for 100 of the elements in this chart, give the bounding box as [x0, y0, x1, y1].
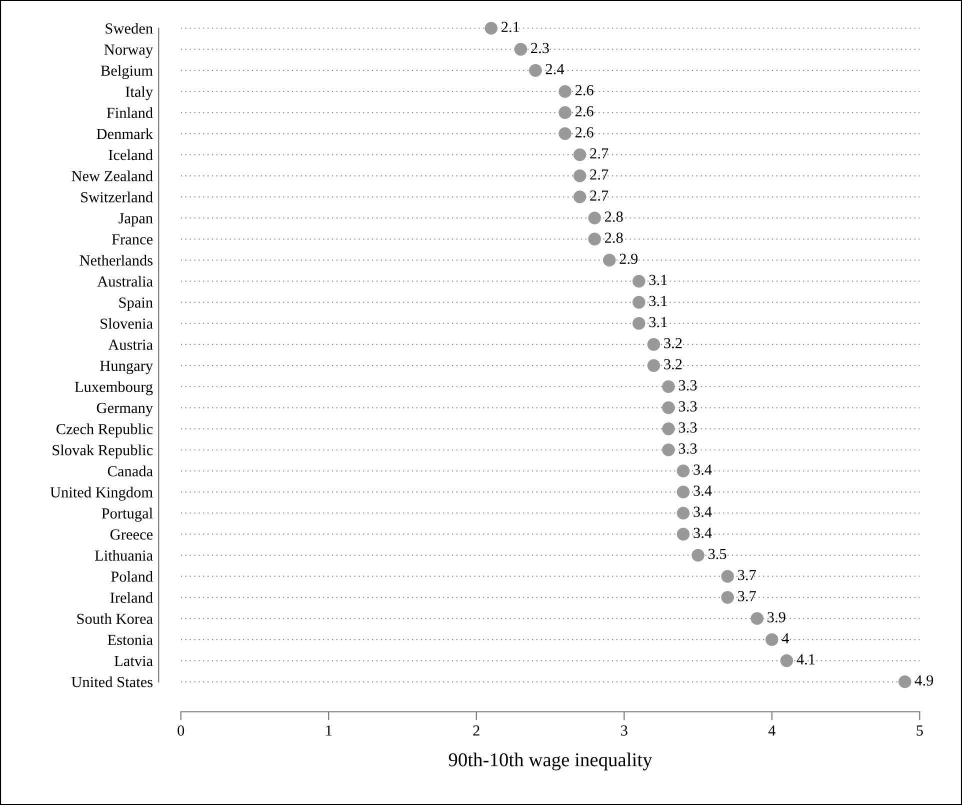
y-tick-label: Slovenia	[100, 318, 153, 329]
data-label: 3.3	[678, 401, 697, 412]
y-tick-label: Denmark	[96, 128, 154, 140]
y-tick-label: Canada	[108, 466, 153, 476]
point	[766, 633, 778, 646]
data-label: 2.4	[546, 64, 564, 74]
y-tick-label: Luxembourg	[74, 381, 153, 396]
x-tick-label: 0	[178, 725, 184, 736]
y-tick-label: South Korea	[77, 613, 153, 624]
y-tick-label: Czech Republic	[56, 423, 153, 438]
point	[676, 528, 690, 541]
y-tick-label: Estonia	[108, 634, 153, 646]
x-tick-label: 5	[916, 726, 923, 736]
data-label: 3.1	[649, 274, 667, 286]
point	[721, 570, 734, 583]
data-label: 2.6	[575, 106, 594, 116]
data-label: 2.9	[620, 254, 638, 264]
point	[484, 22, 498, 35]
y-tick-label: France	[112, 234, 153, 245]
point	[602, 254, 616, 267]
data-label: 2.7	[590, 169, 608, 180]
y-tick-label: Italy	[126, 86, 154, 100]
y-tick-label: Japan	[118, 213, 153, 227]
point	[632, 274, 646, 288]
data-label: 2.7	[590, 148, 608, 159]
data-label: 3.4	[694, 506, 712, 518]
y-tick-label: Sweden	[106, 22, 153, 34]
data-label: 3.1	[649, 316, 667, 328]
point	[662, 422, 675, 436]
data-label: 3.7	[738, 570, 756, 580]
data-label: 2.1	[502, 22, 520, 32]
x-tick-label: 1	[326, 725, 332, 736]
point	[632, 316, 646, 330]
point	[573, 148, 586, 162]
point	[647, 338, 660, 351]
point	[632, 296, 646, 309]
data-label: 4.9	[914, 675, 934, 686]
point	[588, 232, 601, 246]
y-tick-label: Australia	[97, 276, 153, 287]
point	[514, 42, 528, 56]
point	[558, 106, 572, 119]
y-tick-label: United States	[72, 676, 153, 688]
data-label: 4	[782, 633, 790, 644]
y-tick-label: Germany	[96, 402, 154, 416]
point	[721, 591, 734, 604]
data-label: 3.4	[694, 486, 712, 496]
data-label: 4.1	[796, 654, 815, 665]
y-tick-label: New Zealand	[72, 170, 153, 182]
y-tick-label: Spain	[119, 297, 153, 311]
x-tick-label: 3	[621, 725, 628, 736]
point	[780, 654, 794, 668]
point	[750, 612, 764, 625]
y-tick-label: Portugal	[102, 508, 153, 522]
y-tick-label: Belgium	[100, 65, 153, 80]
point	[588, 212, 601, 224]
point	[676, 486, 690, 498]
data-label: 3.3	[678, 443, 697, 454]
point	[662, 443, 675, 456]
data-label: 3.3	[678, 380, 697, 391]
data-label: 2.3	[531, 42, 549, 54]
y-tick-label: Slovak Republic	[52, 444, 153, 458]
y-tick-label: Austria	[108, 340, 153, 350]
point	[676, 506, 690, 520]
data-label: 3.1	[649, 296, 667, 306]
point	[692, 548, 704, 562]
y-tick-label: Hungary	[100, 360, 154, 374]
point	[662, 401, 675, 414]
point	[676, 464, 690, 478]
data-label: 3.3	[678, 422, 697, 433]
y-tick-label: Greece	[110, 529, 153, 540]
point	[647, 359, 660, 372]
x-axis-title: 90th-10th wage inequality	[448, 752, 652, 770]
point	[529, 64, 542, 77]
point	[573, 169, 586, 182]
data-label: 3.7	[738, 590, 756, 602]
data-label: 3.2	[664, 338, 682, 348]
x-tick-label: 4	[768, 725, 776, 736]
data-label: 2.8	[604, 232, 623, 243]
data-label: 2.8	[604, 211, 623, 222]
point	[662, 380, 675, 394]
data-label: 2.6	[575, 127, 594, 138]
point	[558, 85, 572, 98]
data-label: 3.9	[768, 612, 786, 622]
y-tick-label: Finland	[106, 107, 153, 118]
y-tick-label: Lithuania	[94, 550, 153, 561]
data-label: 3.5	[708, 548, 726, 560]
data-label: 3.4	[694, 528, 712, 538]
point	[573, 190, 586, 204]
y-tick-label: Switzerland	[81, 192, 153, 202]
data-label: 2.6	[575, 85, 594, 96]
y-tick-label: United Kingdom	[50, 486, 153, 501]
data-label: 3.4	[694, 464, 712, 475]
data-label: 2.7	[590, 190, 608, 201]
point	[898, 675, 912, 688]
y-tick-label: Norway	[104, 44, 154, 58]
y-tick-label: Latvia	[114, 656, 153, 666]
y-tick-label: Netherlands	[80, 254, 153, 266]
y-tick-label: Ireland	[110, 592, 153, 603]
point	[558, 127, 572, 140]
x-tick-label: 2	[473, 725, 480, 736]
